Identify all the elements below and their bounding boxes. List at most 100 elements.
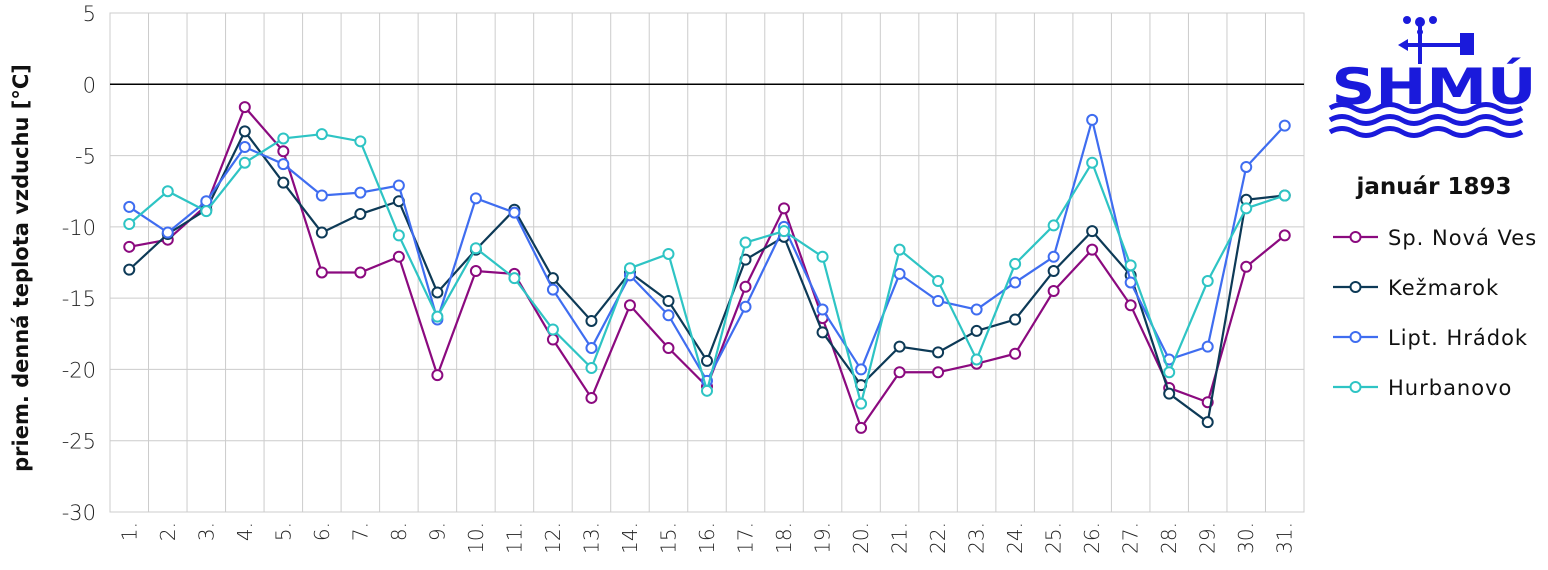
data-point [354, 186, 367, 199]
data-point [662, 342, 675, 355]
y-tick-label: -15 [62, 287, 96, 311]
data-point [623, 262, 636, 275]
data-point [662, 247, 675, 260]
x-tick-labels: 1. 2. 3. 4. 5. 6. 7. 8. 9. 10. 11. 12. 13. 14. 15. 16. 1… [117, 522, 1296, 554]
data-point [585, 391, 598, 404]
data-point [893, 366, 906, 379]
data-point [778, 202, 791, 215]
legend-item: Lipt. Hrádok [1333, 326, 1528, 350]
data-point [200, 205, 213, 218]
data-point [932, 366, 945, 379]
x-tick-label: 17. [734, 522, 758, 554]
data-point [585, 362, 598, 375]
data-point [739, 236, 752, 249]
x-tick-label: 6. [310, 522, 334, 541]
x-tick-label: 16. [695, 522, 719, 554]
x-tick-label: 30. [1234, 522, 1258, 554]
legend-label: Hurbanovo [1388, 376, 1512, 400]
x-tick-label: 3. [194, 522, 218, 541]
data-point [1047, 250, 1060, 263]
data-point [1086, 225, 1099, 238]
data-point [701, 354, 713, 367]
x-tick-label: 25. [1042, 522, 1066, 554]
data-point [161, 185, 174, 198]
y-axis-label: priem. denná teplota vzduchu [°C] [9, 64, 33, 472]
x-tick-label: 1. [117, 522, 141, 541]
data-point [508, 206, 521, 219]
data-point [546, 323, 559, 336]
legend-label: Kežmarok [1388, 276, 1499, 300]
data-point [354, 266, 367, 279]
legend-swatch-marker [1349, 281, 1362, 293]
data-point [855, 363, 868, 376]
x-tick-label: 24. [1003, 522, 1027, 554]
x-tick-label: 7. [348, 522, 372, 541]
data-point [932, 346, 945, 359]
data-point [277, 158, 290, 171]
data-point [392, 250, 405, 263]
data-point [932, 275, 945, 288]
data-point [1047, 285, 1060, 298]
data-point [392, 229, 405, 242]
data-point [354, 208, 367, 221]
data-point [970, 303, 983, 316]
x-tick-label: 19. [811, 522, 835, 554]
x-tick-label: 9. [425, 522, 449, 541]
data-point [1047, 265, 1060, 278]
legend-swatch-marker [1349, 231, 1362, 243]
data-point [778, 225, 791, 238]
data-point [238, 125, 251, 138]
legend-title: január 1893 [1355, 174, 1511, 200]
data-point [1009, 313, 1022, 326]
legend: Sp. Nová Ves Kežmarok Lipt. Hrádok Hurbanov… [1333, 226, 1536, 400]
data-point [508, 272, 521, 285]
data-point [1086, 156, 1099, 169]
x-tick-label: 27. [1119, 522, 1143, 554]
data-point [1240, 160, 1253, 173]
data-point [739, 300, 752, 313]
y-tick-label: -25 [62, 430, 96, 454]
data-point [970, 353, 983, 366]
data-point [970, 324, 983, 337]
x-tick-label: 14. [618, 522, 642, 554]
shmu-logo: SHMÚ [1328, 16, 1537, 138]
legend-item: Hurbanovo [1333, 376, 1512, 400]
data-point [469, 265, 482, 278]
x-tick-label: 13. [579, 522, 603, 554]
data-point [431, 369, 444, 382]
x-tick-label: 2. [156, 522, 180, 541]
data-point [315, 226, 328, 239]
series-hurbanovo [123, 128, 1291, 410]
legend-label: Lipt. Hrádok [1388, 326, 1528, 350]
data-point [816, 250, 829, 263]
data-point [546, 333, 559, 346]
data-point [1201, 416, 1214, 429]
data-point [469, 192, 482, 205]
x-tick-label: 23. [965, 522, 989, 554]
data-point [1124, 299, 1137, 312]
data-point [354, 135, 367, 148]
data-point [1009, 276, 1022, 289]
y-tick-label: -30 [62, 501, 96, 525]
x-tick-label: 4. [233, 522, 257, 541]
data-point [200, 195, 213, 208]
x-tick-label: 10. [464, 522, 488, 554]
data-point [893, 340, 906, 353]
y-tick-label: 0 [83, 73, 96, 97]
data-point [546, 283, 559, 296]
data-point [816, 326, 829, 339]
waves-icon [1328, 102, 1524, 138]
data-point [161, 226, 174, 239]
data-point [315, 128, 328, 141]
x-tick-label: 11. [502, 522, 526, 554]
data-point [585, 314, 598, 327]
data-point [662, 309, 675, 322]
data-point [277, 176, 290, 189]
legend-swatch-marker [1349, 381, 1362, 393]
data-point [1124, 259, 1137, 272]
data-point [392, 179, 405, 192]
data-point [1009, 257, 1022, 270]
data-point [1278, 229, 1291, 242]
data-point [1201, 275, 1214, 288]
